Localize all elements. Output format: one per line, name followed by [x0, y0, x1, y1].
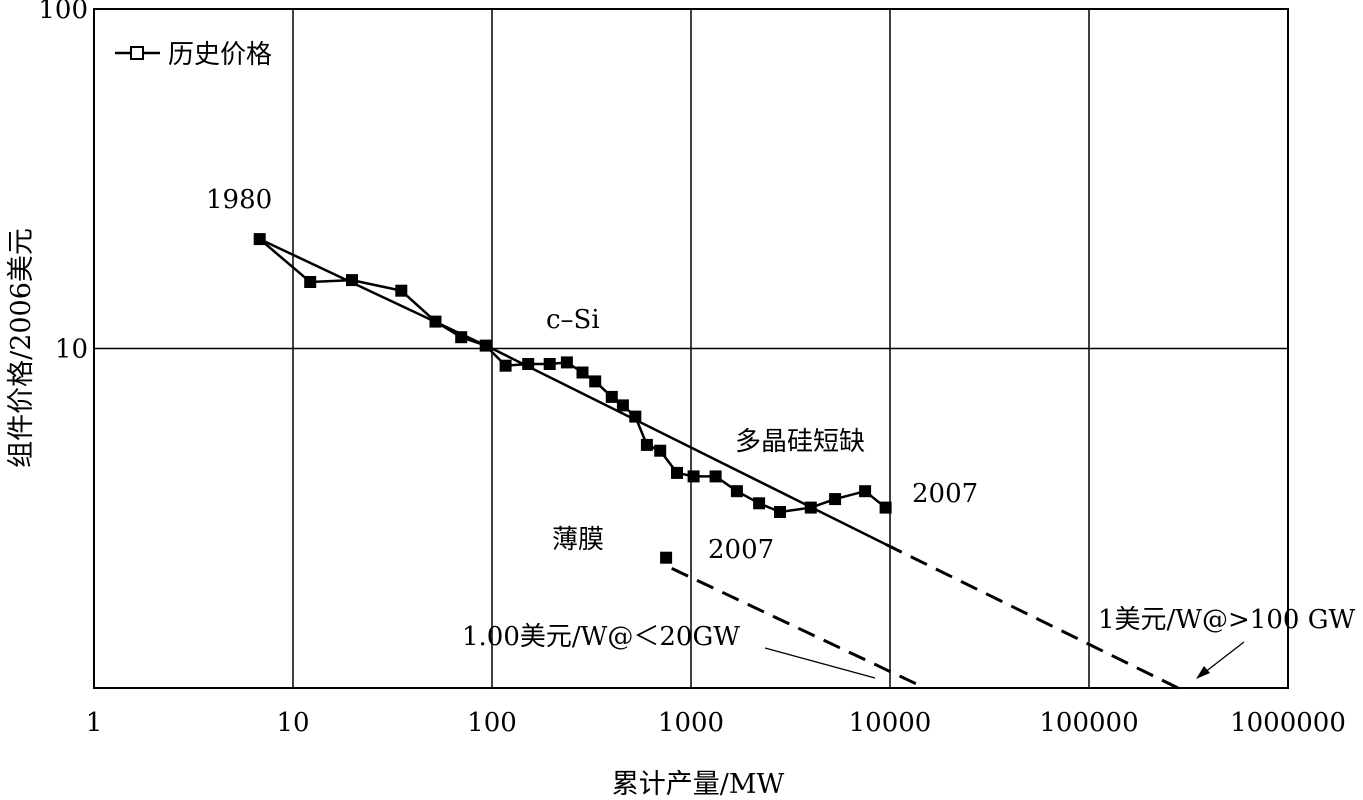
historical-price-point-12	[589, 375, 602, 388]
historical-price-point-5	[455, 331, 468, 344]
historical-price-point-17	[654, 444, 667, 457]
historical-price-point-6	[479, 339, 492, 352]
plot-frame	[93, 8, 1289, 689]
grid	[94, 9, 1288, 688]
annotation-2007-thin-film: 2007	[708, 535, 774, 565]
historical-price-point-22	[753, 497, 766, 510]
legend: 历史价格	[115, 40, 272, 70]
historical-price-point-7	[499, 359, 512, 372]
y-tick-label-10: 10	[55, 335, 88, 365]
y-tick-label-100: 100	[38, 0, 88, 25]
legend-label: 历史价格	[168, 40, 272, 70]
historical-price-point-10	[560, 356, 573, 369]
x-tick-label-100000: 100000	[1039, 708, 1138, 738]
historical-price-point-4	[429, 315, 442, 328]
annotation-thin-film: 薄膜	[552, 525, 604, 555]
legend-marker-sample	[130, 46, 144, 60]
historical-price-point-13	[605, 390, 618, 403]
series-layer	[253, 233, 1179, 690]
historical-price-point-9	[543, 358, 556, 370]
annotation-c-si: c–Si	[546, 305, 600, 335]
x-axis-ticks: 1 10 100 1000 10000 100000 1000000	[86, 708, 1346, 738]
annotation-target-thin-film: 1.00美元/W@＜20GW	[462, 622, 740, 652]
historical-price-point-3	[395, 284, 408, 297]
historical-price-point-16	[640, 438, 653, 451]
x-tick-label-1000: 1000	[658, 708, 724, 738]
historical-price-point-18	[671, 466, 683, 479]
historical-price-point-1	[304, 276, 317, 288]
x-tick-label-10: 10	[276, 708, 309, 738]
x-tick-label-10000: 10000	[849, 708, 932, 738]
x-axis-label: 累计产量/MW	[612, 769, 785, 800]
historical-price-point-21	[730, 485, 743, 498]
historical-price-point-11	[576, 366, 589, 379]
c-si-trend-line	[259, 237, 887, 546]
annotation-target-c-si: 1美元/W@>100 GW	[1098, 605, 1355, 635]
historical-price-point-23	[774, 506, 786, 518]
pointer-arrowhead-c-si-target	[1196, 666, 1210, 679]
annotation-1980: 1980	[206, 185, 272, 215]
x-tick-label-100: 100	[467, 708, 517, 738]
historical-price-point-27	[879, 501, 892, 514]
thin-film-projection-line	[671, 567, 926, 690]
historical-price-point-8	[522, 358, 535, 370]
historical-price-point-19	[687, 470, 700, 483]
historical-price-point-25	[829, 493, 842, 506]
annotation-polysilicon-shortage: 多晶硅短缺	[735, 427, 865, 457]
historical-price-point-15	[629, 410, 642, 423]
x-tick-label-1000000: 1000000	[1230, 708, 1346, 738]
historical-price-point-24	[804, 501, 817, 514]
pointer-line-thin-film-target	[764, 647, 876, 679]
y-axis-label: 组件价格/2006美元	[6, 228, 37, 468]
historical-price-point-0	[253, 233, 266, 246]
historical-price-point-26	[859, 485, 872, 498]
historical-price-point-20	[709, 470, 722, 483]
y-axis-ticks: 10 100	[38, 0, 88, 365]
annotation-2007-c-si: 2007	[912, 479, 978, 509]
thin-film-point-0	[660, 551, 673, 564]
historical-price-point-14	[616, 399, 629, 412]
historical-price-point-2	[346, 274, 358, 287]
x-tick-label-1: 1	[86, 708, 103, 738]
